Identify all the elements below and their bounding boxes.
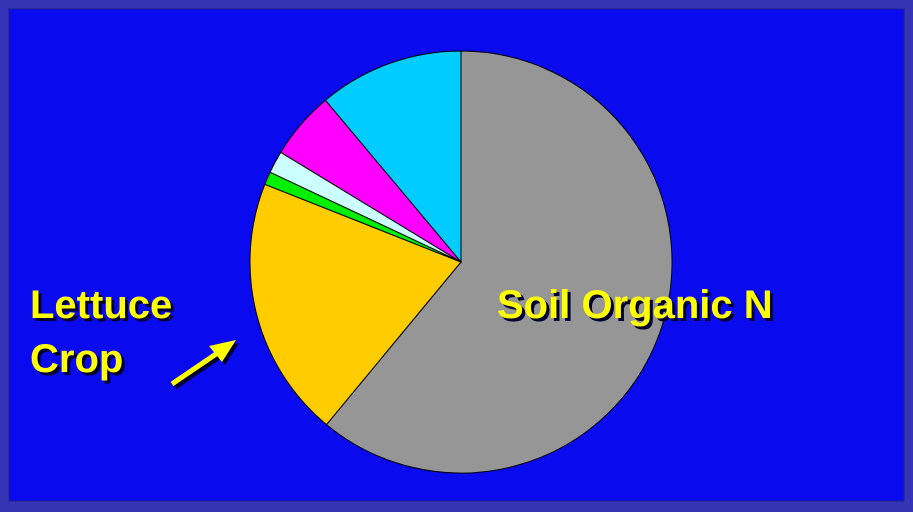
pie-slice — [249, 183, 462, 426]
arrow-shaft — [170, 347, 224, 387]
pie-slice — [325, 50, 673, 474]
annotation: Lettuce — [30, 283, 172, 327]
annotation: Crop — [30, 337, 123, 381]
pie-slice — [324, 50, 462, 264]
arrow-head — [209, 340, 236, 362]
pie — [249, 50, 673, 474]
annotation: Soil Organic N — [497, 283, 773, 327]
arrow — [170, 340, 236, 387]
